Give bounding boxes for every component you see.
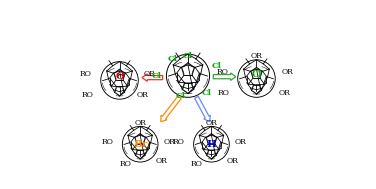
Text: OR: OR [235, 138, 247, 146]
Text: RO: RO [81, 91, 93, 98]
Text: OR: OR [250, 52, 262, 60]
Text: Cl: Cl [251, 70, 262, 79]
Text: O: O [116, 72, 125, 81]
Text: OR: OR [136, 91, 148, 98]
Text: RO: RO [217, 89, 229, 97]
Text: Cl: Cl [167, 55, 177, 63]
Text: OR: OR [144, 70, 156, 78]
Text: OR: OR [227, 157, 238, 165]
Text: OR: OR [206, 119, 217, 127]
Text: OR: OR [155, 157, 167, 165]
Text: H: H [206, 140, 217, 149]
Text: OR: OR [279, 89, 291, 97]
Text: OR: OR [134, 119, 146, 127]
Text: RO: RO [119, 160, 131, 168]
Text: OR: OR [163, 138, 175, 146]
Text: Cl: Cl [176, 92, 186, 100]
Text: Cl: Cl [183, 52, 193, 60]
Text: RO: RO [173, 138, 185, 146]
Text: Cl: Cl [152, 72, 162, 80]
Text: Cl: Cl [212, 62, 222, 70]
Text: RO: RO [217, 68, 228, 76]
Text: RO: RO [102, 138, 114, 146]
Text: RO: RO [79, 70, 91, 78]
Text: OR: OR [282, 68, 294, 76]
Text: Cl: Cl [202, 89, 212, 97]
Text: RO: RO [191, 160, 203, 168]
Text: Br: Br [133, 140, 147, 149]
